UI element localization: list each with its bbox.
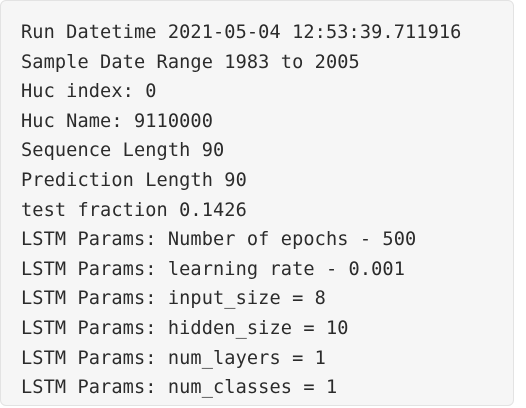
log-lines: Run Datetime 2021-05-04 12:53:39.711916 … (21, 18, 461, 403)
log-line-lstm-learning-rate: LSTM Params: learning rate - 0.001 (21, 258, 406, 280)
log-line-lstm-input-size: LSTM Params: input_size = 8 (21, 288, 326, 310)
log-line-lstm-epochs: LSTM Params: Number of epochs - 500 (21, 229, 417, 251)
log-line-sample-date-range: Sample Date Range 1983 to 2005 (21, 51, 360, 73)
log-line-run-datetime: Run Datetime 2021-05-04 12:53:39.711916 (21, 22, 462, 43)
log-line-sequence-length: Sequence Length 90 (21, 140, 225, 162)
log-line-huc-index: Huc index: 0 (21, 81, 157, 103)
log-line-huc-name: Huc Name: 9110000 (21, 110, 214, 132)
log-output-panel: Run Datetime 2021-05-04 12:53:39.711916 … (0, 0, 514, 406)
log-line-prediction-length: Prediction Length 90 (21, 169, 247, 191)
log-line-lstm-num-classes: LSTM Params: num_classes = 1 (21, 377, 338, 399)
log-line-test-fraction: test fraction 0.1426 (21, 199, 247, 221)
log-line-lstm-hidden-size: LSTM Params: hidden_size = 10 (21, 317, 349, 339)
log-line-lstm-num-layers: LSTM Params: num_layers = 1 (21, 347, 326, 369)
